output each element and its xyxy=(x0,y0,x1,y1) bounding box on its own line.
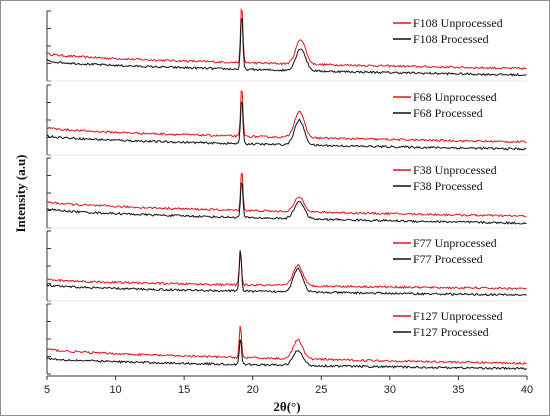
legend-label: F127 Processed xyxy=(413,325,489,339)
legend-label: F77 Processed xyxy=(413,252,483,266)
series-line-f68-unprocessed xyxy=(46,90,527,144)
series-line-f77-unprocessed xyxy=(46,250,527,291)
legend-label: F38 Unprocessed xyxy=(413,163,497,177)
legend-label: F108 Unprocessed xyxy=(413,16,503,30)
x-tick-label: 35 xyxy=(452,384,464,396)
legend-label: F68 Unprocessed xyxy=(413,90,497,104)
x-axis-title: 2θ(°) xyxy=(273,399,300,414)
legend-label: F127 Unprocessed xyxy=(413,309,503,323)
series-line-f127-unprocessed xyxy=(46,325,527,365)
x-tick-label: 5 xyxy=(44,384,50,396)
x-tick-label: 20 xyxy=(247,384,259,396)
x-tick-label: 15 xyxy=(178,384,190,396)
series-line-f77-processed xyxy=(46,250,527,297)
series-line-f38-unprocessed xyxy=(46,172,527,218)
series-line-f108-unprocessed xyxy=(46,7,527,71)
x-tick-label: 10 xyxy=(109,384,121,396)
series-line-f38-processed xyxy=(46,181,527,225)
x-tick-label: 25 xyxy=(315,384,327,396)
legend-label: F77 Unprocessed xyxy=(413,236,497,250)
legend-label: F108 Processed xyxy=(413,32,489,46)
legend-label: F38 Processed xyxy=(413,179,483,193)
legend-label: F68 Processed xyxy=(413,106,483,120)
series-line-f127-processed xyxy=(46,339,527,371)
series-line-f68-processed xyxy=(46,101,527,151)
y-axis-title: Intensity (a.u) xyxy=(13,154,28,232)
series-line-f108-processed xyxy=(46,18,527,77)
x-tick-label: 30 xyxy=(384,384,396,396)
x-tick-label: 40 xyxy=(521,384,533,396)
